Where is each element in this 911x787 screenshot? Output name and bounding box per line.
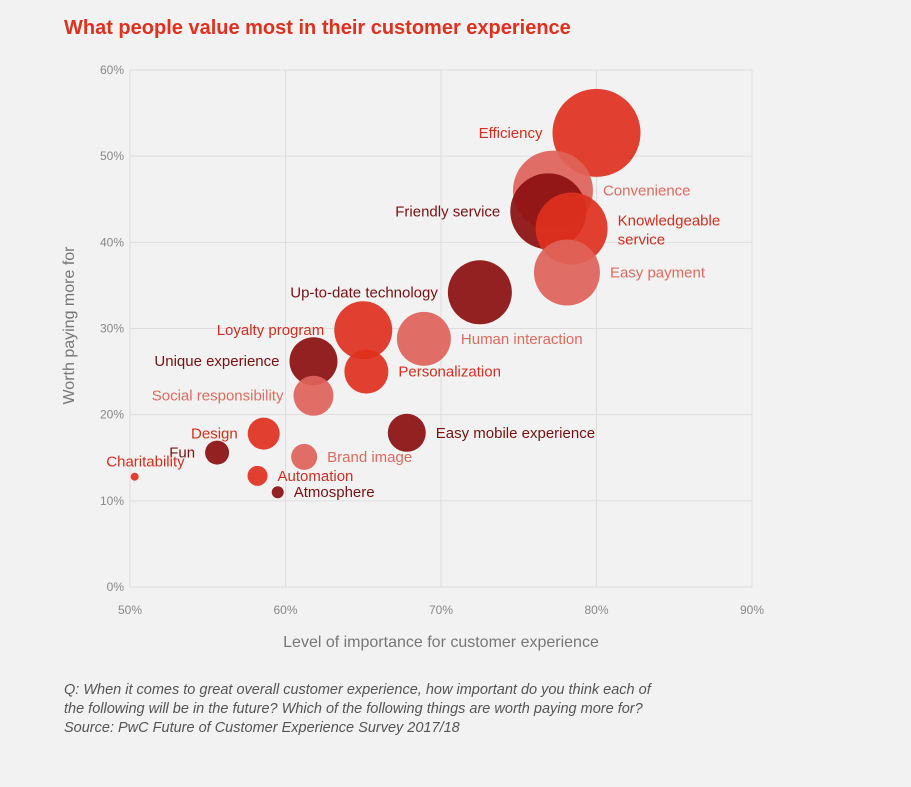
bubble-label-automation: Automation	[278, 468, 354, 485]
footnote: Q: When it comes to great overall custom…	[64, 681, 764, 738]
footnote-source: Source: PwC Future of Customer Experienc…	[64, 720, 460, 736]
x-tick-label: 80%	[584, 603, 608, 617]
bubble-atmosphere	[271, 486, 284, 499]
y-tick-label: 60%	[100, 63, 124, 77]
y-tick-label: 0%	[107, 580, 125, 594]
bubble-label-unique-experience: Unique experience	[154, 353, 279, 370]
bubble-automation	[247, 465, 268, 486]
bubble-label-personalization: Personalization	[398, 364, 501, 381]
y-tick-label: 20%	[100, 408, 124, 422]
bubble-personalization	[344, 349, 389, 394]
y-tick-label: 30%	[100, 322, 124, 336]
y-tick-label: 40%	[100, 235, 124, 249]
footnote-question-line-2: the following will be in the future? Whi…	[64, 701, 643, 717]
x-tick-label: 90%	[740, 603, 764, 617]
bubble-label-efficiency: Efficiency	[479, 125, 543, 142]
bubble-label-human-interaction: Human interaction	[461, 331, 583, 348]
y-axis-title: Worth paying more for	[61, 246, 78, 405]
bubble-easy-mobile-experience	[387, 413, 426, 452]
x-tick-label: 60%	[273, 603, 297, 617]
bubble-brand-image	[291, 443, 318, 470]
bubble-label-loyalty-program: Loyalty program	[217, 322, 325, 339]
bubble-label-charitability: Charitability	[106, 454, 185, 471]
bubble-label-friendly-service: Friendly service	[395, 203, 500, 220]
x-tick-label: 70%	[429, 603, 453, 617]
bubble-easy-payment	[533, 239, 600, 306]
bubble-fun	[205, 440, 230, 465]
bubble-chart: 0% 10% 20% 30% 40% 50% 60% 50% 60% 70% 80% 90% Level…	[61, 63, 764, 651]
x-axis-title: Level of importance for customer experie…	[283, 634, 599, 651]
bubble-label-social-responsibility: Social responsibility	[152, 388, 284, 405]
bubble-loyalty-program	[334, 301, 393, 360]
bubble-label-brand-image: Brand image	[327, 449, 412, 466]
footnote-question-line-1: Q: When it comes to great overall custom…	[64, 682, 651, 698]
bubble-up-to-date-technology	[447, 260, 512, 325]
bubble-human-interaction	[396, 311, 451, 366]
bubble-label-fun: Fun	[169, 445, 195, 462]
bubble-efficiency	[552, 88, 641, 177]
chart-title: What people value most in their customer…	[64, 17, 571, 39]
bubble-charitability	[130, 472, 139, 481]
bubble-label-easy-payment: Easy payment	[610, 264, 706, 281]
bubble-unique-experience	[289, 337, 338, 386]
x-tick-label: 50%	[118, 603, 142, 617]
bubble-label-knowledgeable-service: Knowledgeable service	[618, 213, 721, 249]
bubble-label-design: Design	[191, 426, 238, 443]
bubble-design	[247, 417, 280, 450]
bubble-social-responsibility	[293, 375, 334, 416]
y-tick-label: 10%	[100, 494, 124, 508]
bubble-label-atmosphere: Atmosphere	[294, 484, 375, 501]
y-tick-label: 50%	[100, 149, 124, 163]
bubble-label-easy-mobile-experience: Easy mobile experience	[436, 425, 595, 442]
bubble-label-convenience: Convenience	[603, 183, 691, 200]
bubble-label-up-to-date-technology: Up-to-date technology	[290, 284, 438, 301]
